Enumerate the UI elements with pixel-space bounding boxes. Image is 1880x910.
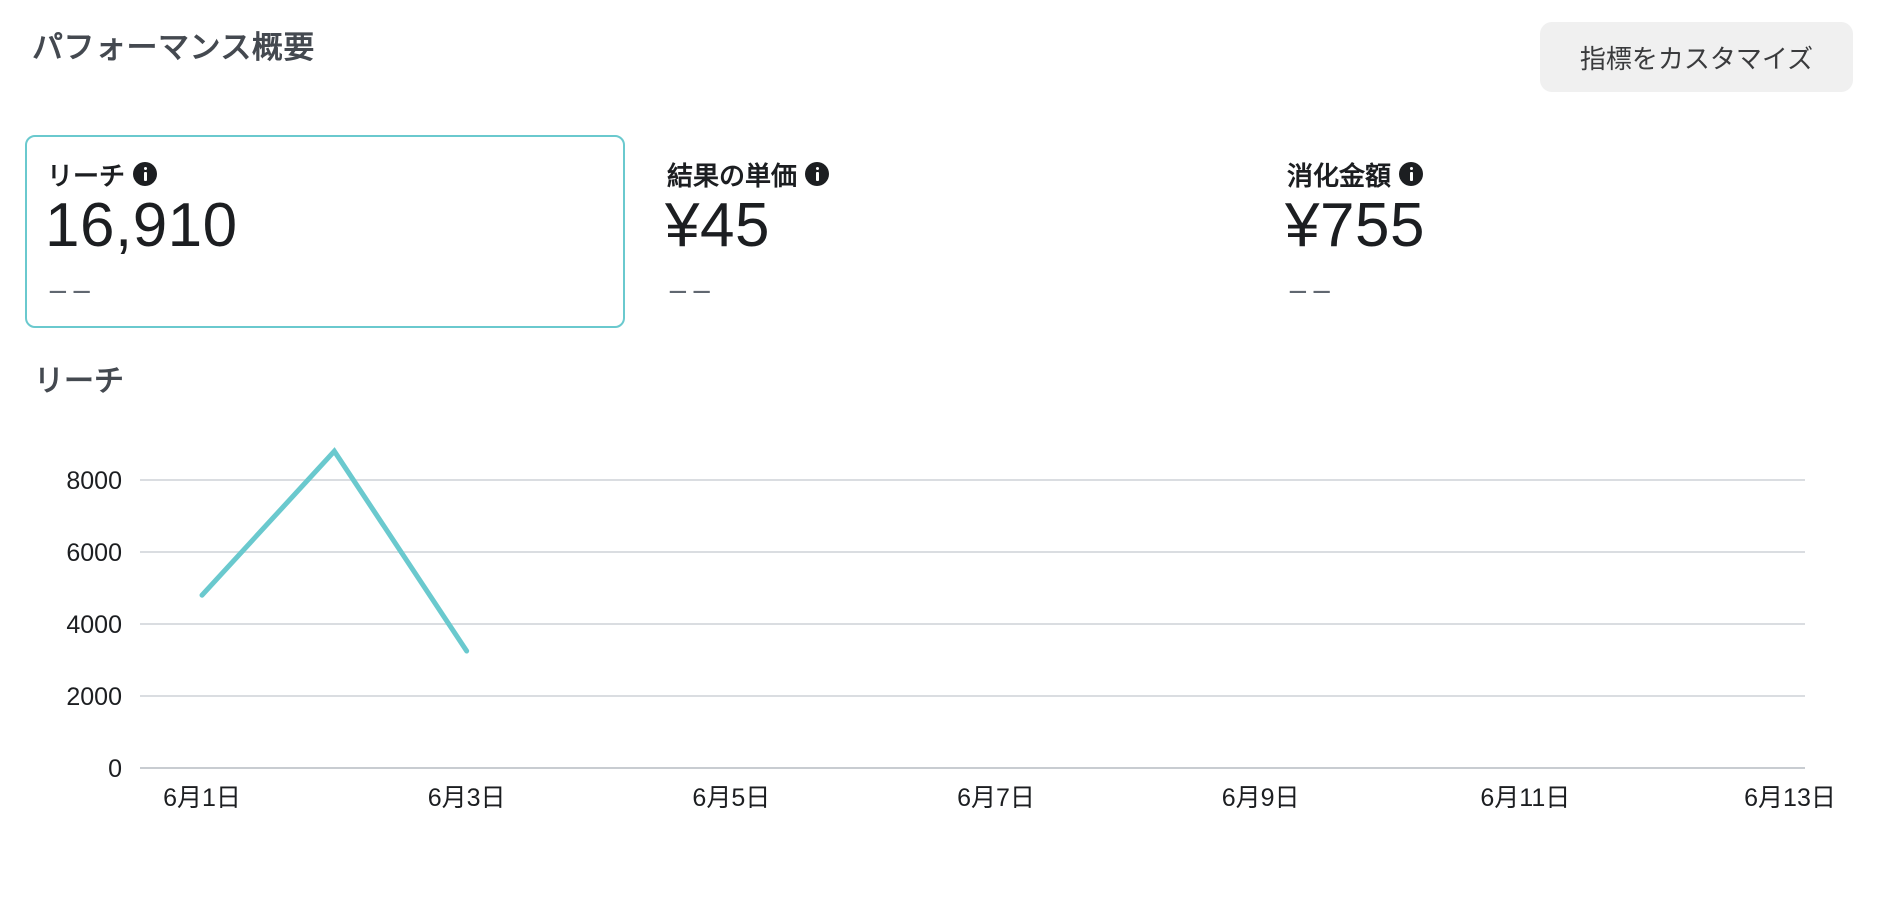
y-tick-label: 8000 [66, 467, 122, 495]
metric-tile-reach[interactable]: リーチ 16,910 −− [25, 135, 625, 328]
metric-delta: −− [667, 277, 715, 307]
metric-value: ¥45 [665, 191, 770, 260]
info-icon[interactable] [133, 162, 158, 186]
x-tick-label: 6月7日 [957, 784, 1035, 812]
metric-tile-cost-per-result[interactable]: 結果の単価 ¥45 −− [645, 135, 1245, 328]
metric-delta: −− [1287, 277, 1335, 307]
y-tick-label: 6000 [66, 539, 122, 567]
y-tick-label: 2000 [66, 683, 122, 711]
metric-label-row: 消化金額 [1287, 157, 1424, 192]
metric-value: 16,910 [45, 191, 238, 260]
metric-tile-amount-spent[interactable]: 消化金額 ¥755 −− [1265, 135, 1865, 328]
metric-label: 消化金額 [1287, 161, 1392, 192]
metric-delta: −− [47, 277, 95, 307]
metric-label: 結果の単価 [667, 161, 798, 192]
x-tick-label: 6月13日 [1744, 784, 1836, 812]
page-title: パフォーマンス概要 [32, 30, 315, 66]
metric-label: リーチ [47, 161, 126, 192]
y-tick-label: 0 [108, 755, 122, 783]
metric-label-row: リーチ [47, 157, 158, 192]
info-icon[interactable] [1399, 162, 1424, 186]
metric-value: ¥755 [1285, 191, 1425, 260]
info-icon[interactable] [805, 162, 830, 186]
x-tick-label: 6月5日 [692, 784, 770, 812]
series-line [199, 447, 470, 654]
customize-metrics-button[interactable]: 指標をカスタマイズ [1540, 22, 1853, 92]
x-tick-label: 6月1日 [163, 784, 241, 812]
x-tick-label: 6月9日 [1222, 784, 1300, 812]
y-tick-label: 4000 [66, 611, 122, 639]
x-tick-label: 6月3日 [428, 784, 506, 812]
metric-label-row: 結果の単価 [667, 157, 830, 192]
x-tick-label: 6月11日 [1480, 784, 1570, 812]
chart-title: リーチ [34, 364, 124, 399]
